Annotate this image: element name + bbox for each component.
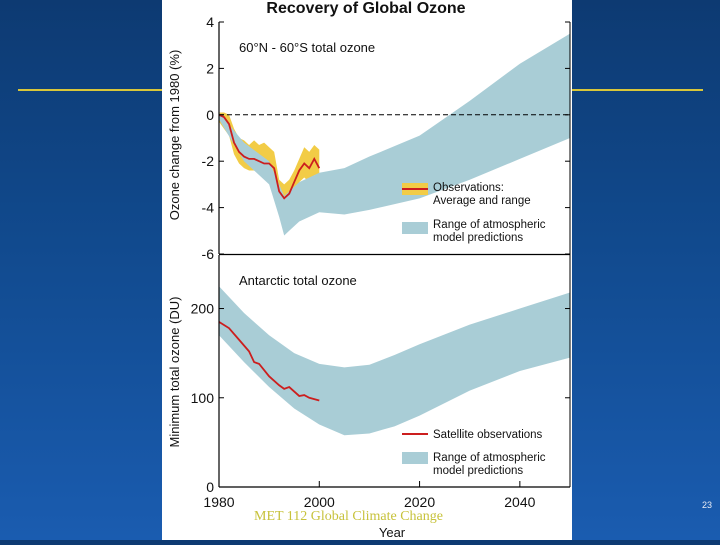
x-tick-label: 2000 [304,494,335,510]
x-tick-label: 2040 [504,494,535,510]
xlabel-year: Year [379,525,406,540]
legend-swatch-model-global [402,222,428,234]
slide-footer: MET 112 Global Climate Change [254,509,443,524]
legend-observations-2: Average and range [433,195,531,207]
x-tick-label: 2020 [404,494,435,510]
legend-model-global-2: model predictions [433,232,523,244]
y-tick-label: -2 [202,153,215,169]
decorative-rule-left [18,89,163,91]
model-prediction-band [219,286,570,436]
plot-antarctic [218,286,570,436]
ozone-figure: Recovery of Global Ozone 60°N - 60°S tot… [162,0,572,540]
model-prediction-band [219,33,570,236]
y-tick-label: 0 [206,479,214,495]
ylabel-global: Ozone change from 1980 (%) [167,50,182,221]
legend-model-global-1: Range of atmospheric [433,219,546,231]
y-tick-label: -4 [202,200,215,216]
panel-label-antarctic: Antarctic total ozone [239,273,357,288]
y-tick-label: 2 [206,60,214,76]
y-tick-label: 100 [191,390,215,406]
y-tick-label: 200 [191,301,215,317]
y-tick-label: -6 [202,246,215,262]
y-tick-label: 4 [206,14,214,30]
legend-swatch-model-antarctic [402,452,428,464]
legend-satellite: Satellite observations [433,429,543,441]
legend-model-antarctic-1: Range of atmospheric [433,452,546,464]
page-number: 23 [701,500,712,510]
legend-model-antarctic-2: model predictions [433,465,523,477]
y-tick-label: 0 [206,107,214,123]
legend-observations-1: Observations: [433,182,504,194]
decorative-rule-right [568,89,703,91]
chart-axes: 4 2 0 -2 -4 -6 0 100 200 1980 2000 2020 2040 [191,14,571,510]
ylabel-antarctic: Minimum total ozone (DU) [167,297,182,448]
panel-label-global: 60°N - 60°S total ozone [239,40,375,55]
observation-average-line [218,113,321,200]
chart-title: Recovery of Global Ozone [266,0,465,17]
plot-global [218,33,570,236]
ozone-chart-svg: Recovery of Global Ozone 60°N - 60°S tot… [167,0,571,540]
satellite-observation-line [218,321,320,402]
x-tick-label: 1980 [203,494,234,510]
